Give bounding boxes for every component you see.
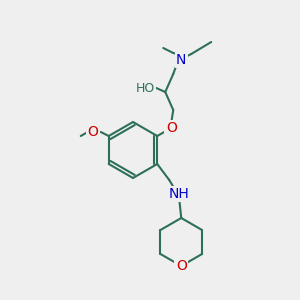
Text: O: O [166,121,177,135]
Text: N: N [176,53,186,67]
Text: HO: HO [136,82,155,94]
Text: O: O [87,125,98,139]
Text: NH: NH [169,187,190,201]
Text: O: O [176,259,187,273]
